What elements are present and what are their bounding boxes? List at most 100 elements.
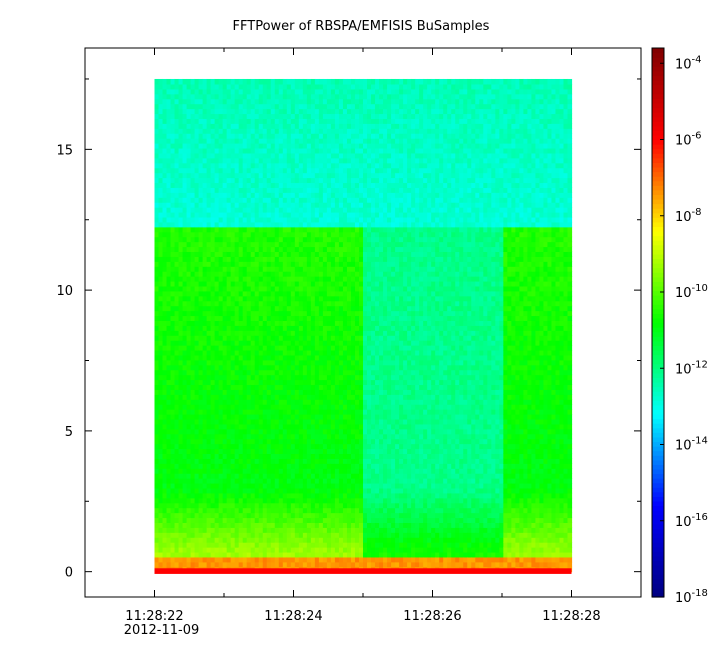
spectrogram-cell [310,359,316,366]
spectrogram-cell [186,374,192,381]
spectrogram-cell [302,384,308,390]
spectrogram-cell [306,280,312,287]
spectrogram-cell [230,547,236,553]
spectrogram-cell [226,128,232,134]
spectrogram-cell [322,399,328,405]
spectrogram-cell [190,517,196,523]
spectrogram-cell [350,207,356,213]
spectrogram-cell [234,167,240,174]
spectrogram-cell [170,359,176,366]
spectrogram-cell [314,103,320,110]
spectrogram-cell [350,448,356,455]
spectrogram-cell [210,305,216,312]
spectrogram-cell [250,354,256,361]
spectrogram-cell [302,143,308,149]
spectrogram-cell [222,197,228,203]
spectrogram-cell [258,113,264,119]
spectrogram-cell [302,231,308,238]
spectrogram-cell [262,527,268,533]
spectrogram-cell [266,473,272,479]
spectrogram-cell [302,295,308,302]
spectrogram-cell [294,547,300,553]
spectrogram-cell [214,428,220,435]
spectrogram-cell [290,389,296,395]
spectrogram-cell [210,364,216,371]
spectrogram-cell [278,389,284,395]
spectrogram-cell [290,241,296,248]
spectrogram-cell [242,443,248,450]
spectrogram-cell [286,527,292,533]
spectrogram-cell [246,197,252,203]
spectrogram-cell [278,374,284,381]
spectrogram-cell [282,404,288,410]
spectrogram-cell [290,300,296,307]
spectrogram-cell [166,98,172,105]
spectrogram-cell [154,133,160,139]
spectrogram-cell [202,349,208,356]
spectrogram-cell [210,280,216,287]
spectrogram-cell [170,93,176,100]
spectrogram-cell [330,226,336,233]
spectrogram-cell [190,108,196,115]
spectrogram-cell [314,384,320,390]
spectrogram-cell [318,207,324,213]
spectrogram-cell [350,522,356,528]
spectrogram-cell [314,118,320,124]
spectrogram-cell [210,423,216,430]
spectrogram-cell [174,167,180,174]
spectrogram-cell [262,384,268,390]
spectrogram-cell [182,226,188,233]
spectrogram-cell [198,103,204,110]
spectrogram-cell [326,507,332,514]
spectrogram-cell [326,295,332,302]
spectrogram-cell [346,285,352,292]
spectrogram-cell [254,88,260,95]
spectrogram-cell [238,547,244,553]
spectrogram-cell [330,340,336,346]
spectrogram-cell [306,522,312,528]
spectrogram-cell [310,547,316,553]
spectrogram-cell [242,108,248,115]
spectrogram-cell [194,409,200,415]
spectrogram-cell [210,399,216,405]
spectrogram-cell [210,83,216,90]
spectrogram-cell [226,537,232,543]
spectrogram-cell [154,527,160,533]
spectrogram-cell [338,532,344,538]
spectrogram-cell [318,340,324,346]
spectrogram-cell [294,551,300,558]
spectrogram-cell [298,359,304,366]
spectrogram-cell [170,202,176,208]
spectrogram-cell [214,532,220,538]
spectrogram-cell [318,414,324,420]
spectrogram-cell [282,492,288,499]
spectrogram-cell [202,414,208,420]
spectrogram-cell [262,482,268,489]
spectrogram-cell [322,468,328,474]
spectrogram-cell [218,399,224,405]
spectrogram-cell [194,389,200,395]
spectrogram-cell [198,458,204,464]
spectrogram-cell [194,478,200,484]
spectrogram-cell [302,256,308,262]
spectrogram-cell [210,197,216,203]
spectrogram-cell [278,305,284,312]
spectrogram-cell [306,463,312,469]
spectrogram-cell [234,133,240,139]
spectrogram-cell [190,487,196,494]
spectrogram-cell [282,473,288,479]
spectrogram-cell [202,315,208,321]
spectrogram-cell [346,418,352,425]
spectrogram-cell [290,404,296,410]
spectrogram-cell [262,261,268,267]
spectrogram-cell [158,428,164,435]
spectrogram-cell [294,138,300,144]
spectrogram-cell [250,487,256,494]
spectrogram-cell [258,443,264,450]
spectrogram-cell [154,295,160,302]
spectrogram-cell [254,349,260,356]
spectrogram-cell [258,172,264,179]
spectrogram-cell [298,157,304,164]
spectrogram-cell [266,537,272,543]
spectrogram-cell [270,118,276,124]
